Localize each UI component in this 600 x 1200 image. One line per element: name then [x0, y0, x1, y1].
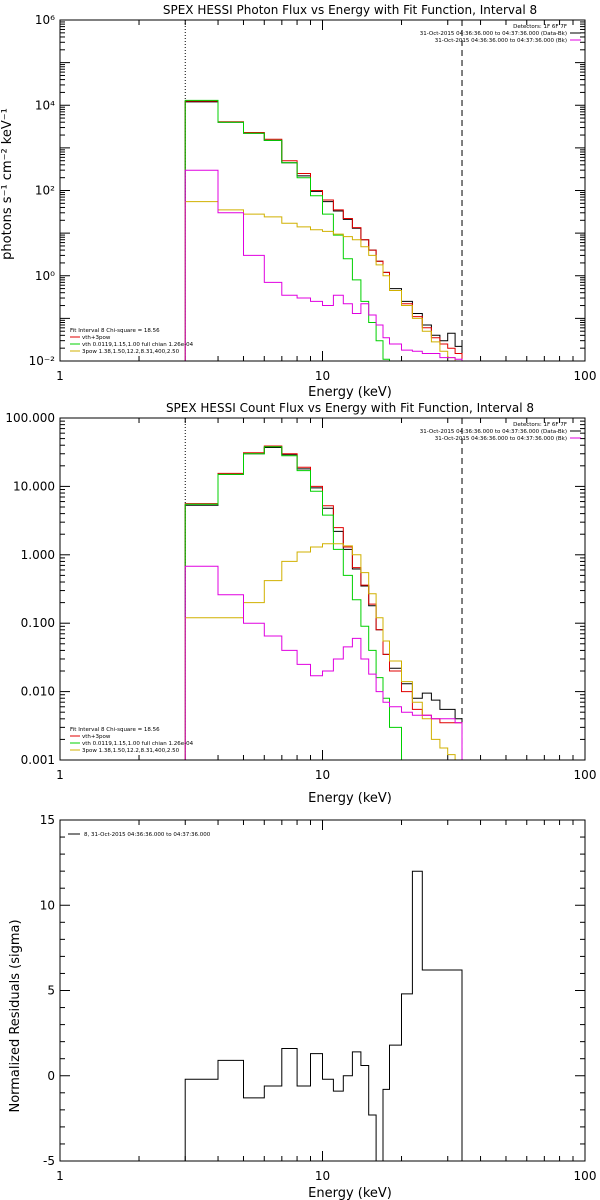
- photon-series-group: [184, 99, 463, 362]
- y-tick-label: 15: [40, 813, 55, 827]
- series-line: [184, 447, 463, 760]
- x-tick-label: 1: [56, 1169, 64, 1183]
- x-tick-label: 10: [315, 1169, 330, 1183]
- legend-entry: 31-Oct-2015 04:36:36.000 to 04:37:36.000…: [435, 38, 567, 44]
- series-line: [184, 100, 463, 361]
- count-plot-frame: [59, 417, 586, 761]
- resid-legend: 8, 31-Oct-2015 04:36:36.000 to 04:37:36.…: [68, 832, 211, 838]
- photon-fit-legend: Fit Interval 8 Chi-square = 18.56vth+3po…: [70, 328, 194, 355]
- y-tick-label: 10: [40, 898, 55, 912]
- series-line: [184, 565, 463, 760]
- residuals-chart: Energy (keV) Normalized Residuals (sigma…: [8, 813, 596, 1200]
- y-tick-label: 10⁶: [35, 13, 55, 27]
- y-tick-label: 0.100: [21, 616, 55, 630]
- resid-series-group: [184, 870, 463, 1162]
- y-tick-label: 0: [47, 1069, 55, 1083]
- x-tick-label: 100: [574, 768, 597, 782]
- x-tick-label: 1: [56, 768, 64, 782]
- photon-chart-title: SPEX HESSI Photon Flux vs Energy with Fi…: [163, 3, 537, 17]
- series-line: [184, 543, 462, 761]
- count-chart-title: SPEX HESSI Count Flux vs Energy with Fit…: [166, 401, 534, 415]
- legend-entry: vth 0.0119,1.15,1.00 full chian 1.26e-04: [82, 342, 194, 348]
- photon-reference-lines: [184, 20, 463, 361]
- legend-entry: 3pow 1.38,1.50,12.2,8.31,400,2.50: [82, 349, 180, 355]
- photon-x-axis-label: Energy (keV): [308, 385, 392, 400]
- count-axis-ticks: [59, 418, 585, 761]
- y-tick-label: 10.000: [13, 479, 55, 493]
- resid-plot-frame: [59, 819, 586, 1162]
- resid-x-axis-label: Energy (keV): [308, 1186, 392, 1200]
- legend-entry: vth 0.0119,1.15,1.00 full chian 1.26e-04: [82, 741, 194, 747]
- x-tick-label: 100: [574, 1169, 597, 1183]
- photon-flux-chart: SPEX HESSI Photon Flux vs Energy with Fi…: [0, 3, 596, 400]
- series-line: [184, 870, 463, 1162]
- y-tick-label: 5: [47, 984, 55, 998]
- legend-entry: Detectors: 1F 6F 7F: [513, 422, 567, 428]
- photon-axis-ticks: [59, 20, 585, 362]
- count-fit-legend: Fit Interval 8 Chi-square = 18.56vth+3po…: [70, 727, 194, 754]
- resid-y-axis-label: Normalized Residuals (sigma): [8, 919, 23, 1112]
- legend-entry: vth+3pow: [82, 734, 111, 740]
- legend-entry: 8, 31-Oct-2015 04:36:36.000 to 04:37:36.…: [84, 832, 211, 838]
- legend-entry: Fit Interval 8 Chi-square = 18.56: [70, 727, 160, 733]
- legend-entry: vth+3pow: [82, 335, 111, 341]
- series-line: [184, 201, 462, 362]
- photon-y-axis-label: photons s⁻¹ cm⁻² keV⁻¹: [0, 108, 15, 260]
- legend-entry: Detectors: 1F 6F 7F: [513, 24, 567, 30]
- legend-entry: 3pow 1.38,1.50,12.2,8.31,400,2.50: [82, 748, 180, 754]
- count-tick-labels: 1 10 100 0.001 0.010 0.100 1.000 10.000 100.000: [5, 411, 596, 782]
- y-tick-label: 0.010: [21, 685, 55, 699]
- y-tick-label: 0.001: [21, 753, 55, 767]
- legend-entry: 31-Oct-2015 04:36:36.000 to 04:37:36.000…: [420, 429, 567, 435]
- x-tick-label: 1: [56, 369, 64, 383]
- legend-entry: Fit Interval 8 Chi-square = 18.56: [70, 328, 160, 334]
- y-tick-label: -5: [43, 1154, 55, 1168]
- count-flux-chart: SPEX HESSI Count Flux vs Energy with Fit…: [5, 401, 596, 806]
- y-tick-label: 10⁴: [35, 98, 55, 112]
- photon-plot-frame: [59, 19, 586, 362]
- count-x-axis-label: Energy (keV): [308, 791, 392, 806]
- x-tick-label: 10: [315, 369, 330, 383]
- photon-tick-labels: 1 10 100 10⁻² 10⁰ 10² 10⁴ 10⁶: [29, 13, 597, 383]
- legend-entry: 31-Oct-2015 04:36:36.000 to 04:37:36.000…: [420, 31, 567, 37]
- y-tick-label: 10²: [35, 184, 55, 198]
- y-tick-label: 1.000: [21, 548, 55, 562]
- y-tick-label: 10⁰: [35, 269, 55, 283]
- legend-entry: 31-Oct-2015 04:36:36.000 to 04:37:36.000…: [435, 436, 567, 442]
- series-line: [184, 169, 463, 361]
- x-tick-label: 100: [574, 369, 597, 383]
- resid-tick-labels: 1 10 100 -5 0 5 10 15: [40, 813, 597, 1183]
- y-tick-label: 10⁻²: [29, 354, 56, 368]
- x-tick-label: 10: [315, 768, 330, 782]
- y-tick-label: 100.000: [5, 411, 55, 425]
